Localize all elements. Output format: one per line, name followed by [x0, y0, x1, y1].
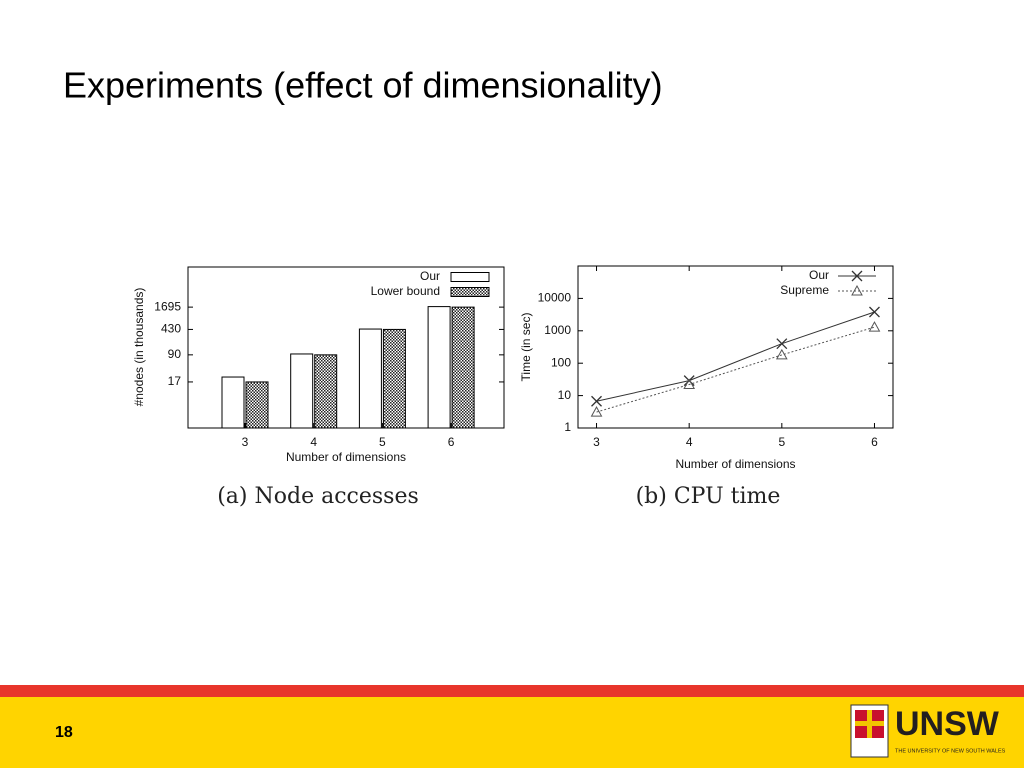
bar	[382, 328, 406, 429]
y-tick-label: 90	[168, 347, 182, 361]
legend-swatch	[450, 287, 490, 297]
x-tick-label: 3	[593, 435, 600, 449]
y-tick-label: 1695	[154, 299, 181, 313]
bar	[290, 353, 314, 429]
legend-label: Our	[809, 268, 829, 282]
logo: UNSW THE UNIVERSITY OF NEW SOUTH WALES	[850, 704, 1006, 758]
series-line	[596, 326, 875, 413]
caption: (a) Node accesses	[217, 484, 419, 509]
y-tick-label: 1000	[544, 323, 571, 337]
x-tick-label: 6	[448, 435, 455, 449]
y-tick-label: 17	[168, 374, 182, 388]
red-band	[0, 685, 1024, 697]
x-tick-label: 6	[871, 435, 878, 449]
point	[869, 306, 880, 318]
x-tick-label: 5	[778, 435, 785, 449]
y-tick-label: 430	[161, 322, 181, 336]
y-tick-label: 1	[564, 420, 571, 434]
plot-frame	[577, 265, 894, 429]
series-line	[596, 311, 875, 402]
y-axis-label: Time (in sec)	[519, 313, 533, 382]
legend-marker	[851, 284, 863, 296]
caption: (b) CPU time	[636, 484, 781, 509]
y-tick-label: 10	[558, 388, 572, 402]
bar	[314, 354, 338, 429]
bar	[221, 376, 245, 429]
bar	[451, 306, 475, 429]
point	[776, 338, 788, 350]
point	[683, 378, 696, 390]
y-tick-label: 100	[551, 355, 571, 369]
point	[868, 321, 881, 332]
plot-frame	[187, 266, 505, 429]
point	[775, 348, 788, 360]
legend-label: Our	[420, 269, 440, 283]
legend-marker	[851, 270, 863, 282]
y-tick-label: 10000	[538, 291, 572, 305]
bar	[427, 306, 451, 429]
x-tick-label: 3	[242, 435, 249, 449]
legend-label: Lower bound	[371, 284, 440, 298]
x-axis-label: Number of dimensions	[675, 457, 795, 471]
legend-label: Supreme	[780, 283, 829, 297]
bar	[245, 381, 269, 429]
x-axis-label: Number of dimensions	[286, 450, 406, 464]
bar	[358, 328, 382, 429]
point	[590, 406, 603, 417]
x-tick-label: 5	[379, 435, 386, 449]
x-tick-label: 4	[310, 435, 317, 449]
y-axis-label: #nodes (in thousands)	[132, 288, 146, 407]
crest-cross	[855, 721, 884, 726]
x-tick-label: 4	[686, 435, 693, 449]
page-number: 18	[55, 724, 73, 741]
legend-swatch	[450, 272, 490, 282]
point	[591, 395, 602, 407]
slide-title: Experiments (effect of dimensionality)	[63, 65, 663, 106]
logo-subtitle: THE UNIVERSITY OF NEW SOUTH WALES	[895, 748, 1006, 754]
logo-name: UNSW	[895, 705, 1000, 743]
